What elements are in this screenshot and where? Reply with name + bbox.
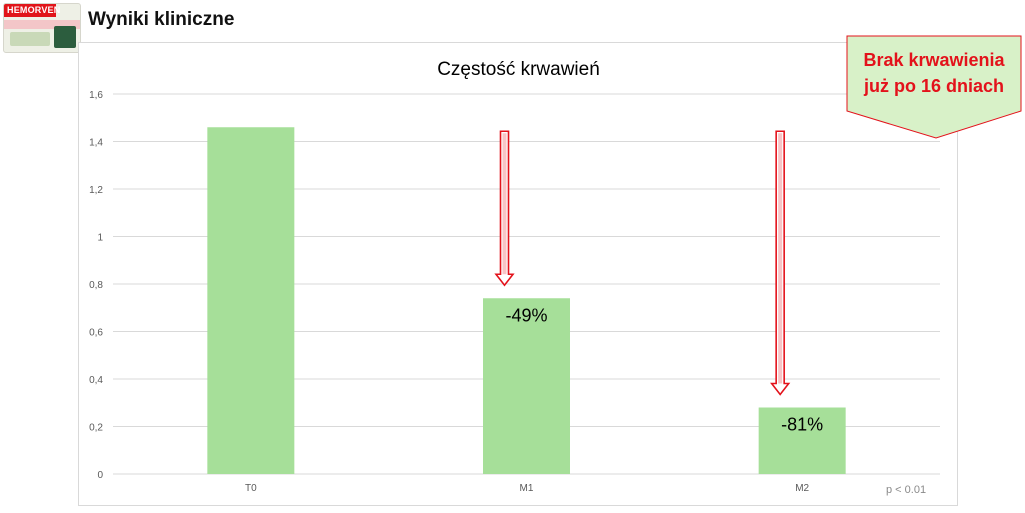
logo-strip [4, 20, 80, 29]
logo-band [4, 4, 56, 17]
bar [758, 407, 846, 474]
data-label: -81% [781, 415, 823, 435]
y-tick-label: 1 [97, 233, 103, 244]
x-tick-label: T0 [245, 483, 257, 494]
y-tick-label: 0,4 [89, 375, 103, 386]
logo-brand-text: HEMORVEN [7, 5, 61, 15]
y-tick-label: 0,6 [89, 328, 103, 339]
page-heading: Wyniki kliniczne [88, 9, 235, 30]
down-arrow [494, 130, 515, 287]
callout-line-1: Brak krwawienia [863, 50, 1005, 70]
bar [207, 127, 295, 474]
y-tick-label: 0 [97, 470, 103, 481]
y-tick-label: 1,6 [89, 90, 103, 101]
data-label: -49% [505, 305, 547, 325]
x-tick-label: M1 [520, 483, 534, 494]
y-tick-label: 1,4 [89, 138, 103, 149]
callout-line-2: już po 16 dniach [863, 76, 1005, 96]
logo-box [54, 26, 76, 48]
callout-text: Brak krwawienia już po 16 dniach [846, 47, 1022, 99]
y-tick-label: 1,2 [89, 185, 103, 196]
bar [483, 298, 570, 474]
logo-package [10, 32, 50, 46]
down-arrow-fill [502, 133, 507, 275]
down-arrow-fill [778, 133, 783, 384]
chart-title: Częstość krwawień [437, 59, 600, 80]
p-value-note: p < 0.01 [886, 484, 927, 496]
down-arrow [770, 130, 791, 396]
callout-shape [846, 35, 1022, 139]
product-logo: HEMORVEN [3, 3, 81, 53]
x-tick-label: M2 [795, 483, 809, 494]
y-tick-label: 0,8 [89, 280, 103, 291]
y-tick-label: 0,2 [89, 423, 103, 434]
